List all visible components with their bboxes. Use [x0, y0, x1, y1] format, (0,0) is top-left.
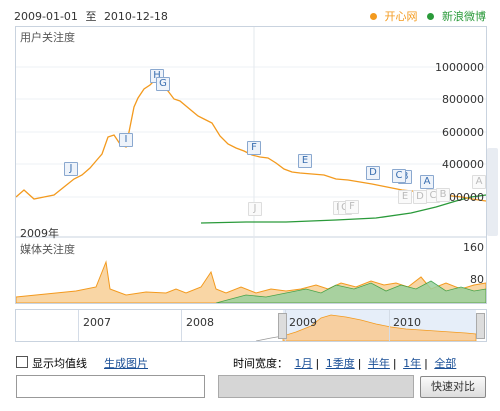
time-width-control: 时间宽度： 1月 | 1季度 | 半年 | 1年 | 全部	[233, 357, 457, 370]
legend-weibo-label: 新浪微博	[442, 10, 486, 23]
media-weibo-area	[215, 280, 486, 303]
date-range: 2009-01-01 至 2010-12-18	[14, 8, 168, 24]
range-navigator[interactable]: 2007 2008 2009 2010	[15, 309, 487, 342]
span-1-year[interactable]: 1年	[403, 357, 422, 370]
side-scroll-handle[interactable]	[487, 148, 498, 236]
legend-weibo[interactable]: 新浪微博	[427, 10, 486, 23]
date-start: 2009-01-01	[14, 10, 78, 23]
marker-a[interactable]: A	[420, 175, 434, 189]
show-avg-control[interactable]: 显示均值线	[16, 355, 87, 371]
legend-kaixin[interactable]: 开心网	[369, 10, 418, 23]
faded-marker-a[interactable]: A	[472, 175, 486, 189]
quick-compare-button[interactable]: 快速对比	[420, 376, 486, 398]
weibo-dot-icon	[427, 13, 434, 20]
marker-c[interactable]: C	[392, 169, 406, 183]
media-label: 媒体关注度	[20, 243, 75, 256]
faded-marker-f[interactable]: F	[345, 200, 359, 214]
navigator-right-handle[interactable]	[476, 313, 485, 339]
ytick-800000: 800000	[442, 93, 484, 106]
chart-frame: 用户关注度 2009年 媒体关注度 1000000 800000 600000 …	[15, 26, 487, 304]
ytick-600000: 600000	[442, 126, 484, 139]
attention-label: 用户关注度	[20, 31, 75, 44]
faded-marker-j[interactable]: J	[248, 202, 262, 216]
nav-sep-1	[78, 310, 79, 341]
nav-year-2007: 2007	[83, 316, 111, 329]
nav-year-2010: 2010	[393, 316, 421, 329]
nav-year-2009: 2009	[289, 316, 317, 329]
date-separator: 至	[85, 10, 97, 23]
legend: 开心网 新浪微博	[364, 8, 486, 24]
generate-image-link[interactable]: 生成图片	[104, 357, 148, 370]
span-all[interactable]: 全部	[434, 357, 457, 370]
faded-marker-d[interactable]: D	[413, 190, 427, 204]
show-avg-label: 显示均值线	[32, 357, 87, 370]
ytick-400000: 400000	[442, 158, 484, 171]
compare-keyword-input-1[interactable]	[16, 375, 205, 398]
year-overlay: 2009年	[20, 227, 59, 240]
weibo-line	[200, 194, 486, 224]
compare-keyword-input-2[interactable]	[218, 375, 414, 398]
marker-e[interactable]: E	[298, 154, 312, 168]
navigator-left-handle[interactable]	[278, 313, 287, 339]
kaixin-dot-icon	[369, 13, 377, 20]
chart-svg[interactable]	[16, 27, 486, 303]
marker-d[interactable]: D	[366, 166, 380, 180]
marker-f[interactable]: F	[247, 141, 261, 155]
nav-sep-2	[181, 310, 182, 341]
top-gridlines	[16, 66, 486, 198]
faded-marker-b[interactable]: B	[436, 188, 450, 202]
ytick-80: 80	[470, 273, 484, 286]
date-end: 2010-12-18	[103, 10, 168, 23]
nav-sep-4	[389, 310, 390, 341]
span-1-quarter[interactable]: 1季度	[325, 357, 355, 370]
span-half-year[interactable]: 半年	[367, 357, 390, 370]
show-avg-checkbox[interactable]	[16, 356, 28, 368]
navigator-area	[282, 314, 477, 341]
ytick-1000000: 1000000	[435, 61, 484, 74]
faded-marker-e[interactable]: E	[398, 190, 412, 204]
marker-i[interactable]: I	[119, 133, 133, 147]
marker-j[interactable]: J	[64, 162, 78, 176]
kaixin-line	[16, 78, 486, 202]
legend-kaixin-label: 开心网	[384, 10, 418, 23]
marker-g[interactable]: G	[156, 77, 170, 91]
time-width-label: 时间宽度：	[233, 357, 288, 370]
ytick-200000: 200000	[442, 191, 484, 204]
span-1-month[interactable]: 1月	[294, 357, 313, 370]
ytick-160: 160	[463, 241, 484, 254]
nav-year-2008: 2008	[186, 316, 214, 329]
